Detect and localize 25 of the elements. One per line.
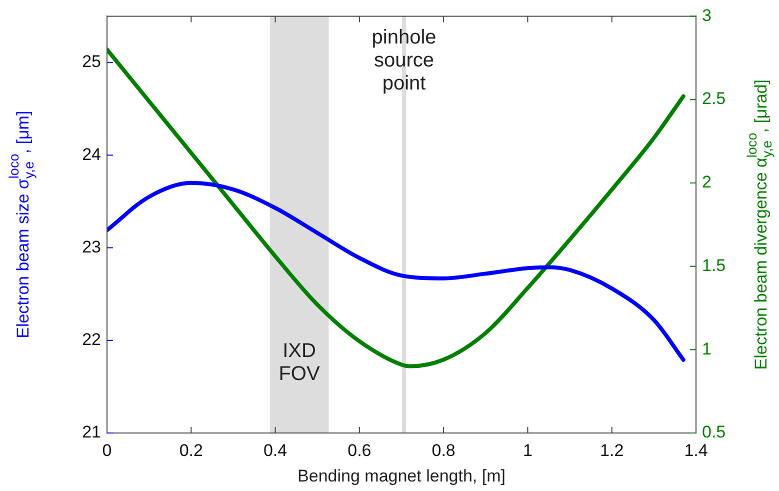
line-series (107, 180, 686, 362)
y2-tick-label: 2 (702, 172, 712, 192)
y2-axis-title: Electron beam divergence αy,eloco, [μrad] (744, 79, 775, 370)
y2-tick-label: 1.5 (702, 256, 726, 275)
y-tick-label: 21 (82, 422, 101, 442)
band-label: IXD FOV (278, 340, 320, 386)
y-tick-label: 23 (82, 237, 101, 256)
x-tick-label: 0.4 (263, 440, 288, 460)
y2-tick-label: 3 (702, 6, 712, 25)
y-tick-label: 25 (82, 52, 101, 72)
y-axis-title: Electron beam size σy,eloco, [μm] (6, 110, 37, 338)
band-label: pinhole source point (372, 26, 436, 95)
y2-tick-label: 2.5 (702, 89, 726, 108)
x-tick-label: 0 (102, 440, 112, 460)
x-tick-label: 1.2 (600, 440, 624, 460)
x-tick-label: 0.2 (179, 440, 203, 460)
x-tick-label: 0.6 (348, 440, 372, 460)
x-tick-label: 1 (522, 440, 532, 460)
x-tick-label: 0.8 (432, 440, 456, 460)
y-tick-label: 22 (82, 330, 101, 350)
x-axis-title: Bending magnet length, [m] (298, 466, 506, 486)
y2-tick-label: 0.5 (702, 422, 726, 442)
y2-tick-label: 1 (702, 339, 712, 358)
x-tick-label: 1.4 (684, 440, 708, 460)
y-tick-label: 24 (82, 144, 101, 164)
